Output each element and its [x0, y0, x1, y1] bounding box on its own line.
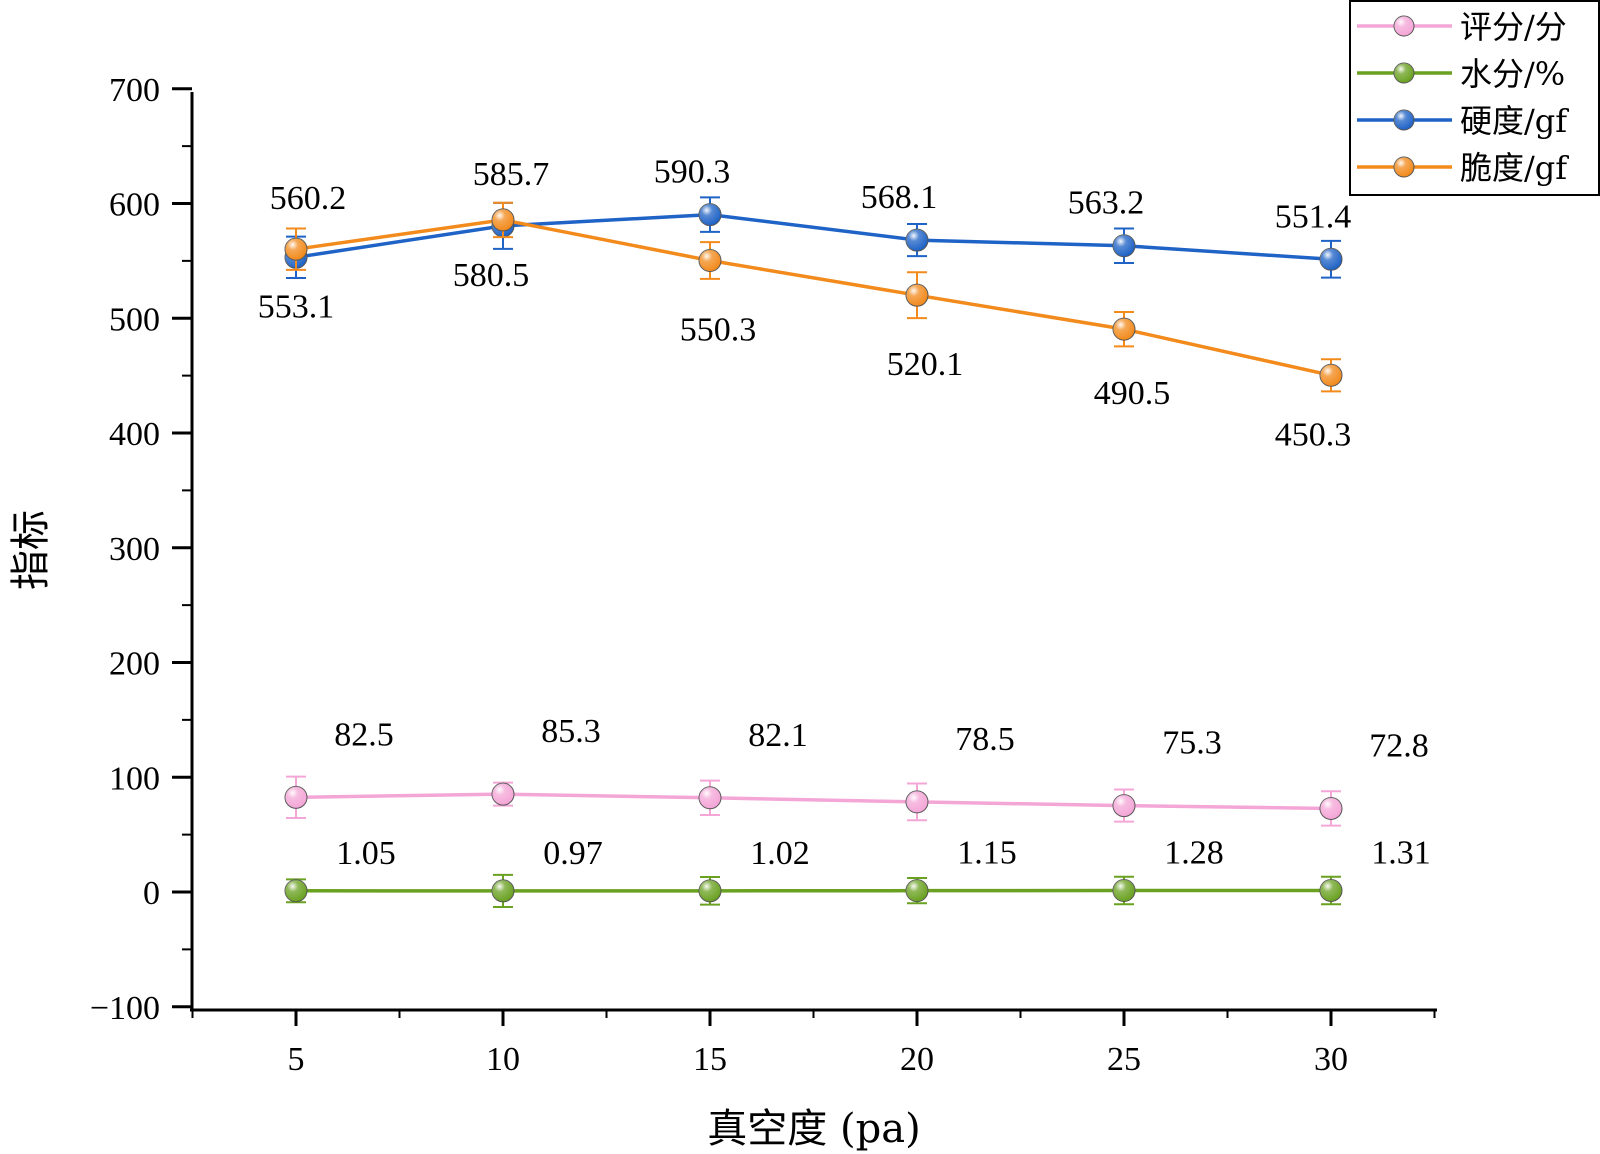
- data-label: 520.1: [887, 346, 964, 383]
- data-labels: 82.5 85.3 82.1 78.5 75.3 72.8 1.05 0.97 1.02 1.15…: [258, 154, 1431, 872]
- legend-entry: 评分/分: [1357, 8, 1567, 46]
- data-label: 563.2: [1068, 185, 1145, 222]
- data-point-shine: [285, 786, 307, 809]
- legend-entry: 水分/%: [1357, 55, 1565, 93]
- data-point-shine: [1113, 879, 1135, 902]
- data-label: 580.5: [453, 257, 530, 294]
- data-label: 1.31: [1371, 834, 1431, 871]
- data-point-shine: [492, 208, 514, 231]
- series-2: [284, 196, 1343, 279]
- series-line: [295, 218, 1332, 377]
- data-point-shine: [1320, 879, 1342, 902]
- series-line: [295, 212, 1332, 262]
- data-point-shine: [1320, 248, 1342, 271]
- y-tick-label: 0: [143, 875, 160, 912]
- legend-marker-shine: [1394, 110, 1414, 130]
- data-point-shine: [285, 238, 307, 261]
- y-tick-label: −100: [90, 990, 160, 1027]
- data-label: 75.3: [1162, 725, 1222, 762]
- data-label: 1.28: [1164, 835, 1224, 872]
- legend-marker-shine: [1394, 63, 1414, 83]
- data-point-shine: [492, 783, 514, 806]
- data-point-shine: [699, 879, 721, 902]
- data-point-shine: [906, 879, 928, 902]
- series-3: [284, 201, 1343, 393]
- data-label: 1.05: [336, 835, 396, 872]
- data-point-shine: [906, 284, 928, 307]
- data-label: 1.15: [957, 835, 1017, 872]
- data-label: 82.1: [748, 717, 808, 754]
- x-tick-label: 20: [900, 1041, 934, 1078]
- legend-marker-shine: [1394, 157, 1414, 177]
- data-point-shine: [906, 229, 928, 252]
- y-axis-ticks: −100 0 100 200 300 400 500 600 700: [90, 72, 192, 1027]
- x-tick-label: 15: [693, 1041, 727, 1078]
- data-point-shine: [492, 879, 514, 902]
- y-tick-label: 200: [109, 646, 160, 683]
- series-layer: [284, 196, 1343, 908]
- data-label: 72.8: [1369, 727, 1429, 764]
- data-label: 1.02: [750, 835, 810, 872]
- legend-label: 脆度/gf: [1460, 149, 1569, 187]
- data-label: 78.5: [955, 721, 1015, 758]
- y-axis-title: 指标: [8, 510, 54, 590]
- y-tick-label: 100: [109, 760, 160, 797]
- data-label: 560.2: [270, 180, 347, 217]
- y-tick-label: 500: [109, 301, 160, 338]
- data-point-shine: [699, 203, 721, 226]
- x-tick-label: 30: [1314, 1041, 1348, 1078]
- x-tick-label: 10: [486, 1041, 520, 1078]
- x-tick-label: 25: [1107, 1041, 1141, 1078]
- x-axis-ticks: 5 10 15 20 25 30: [191, 1010, 1436, 1078]
- data-label: 0.97: [543, 835, 603, 872]
- y-tick-label: 600: [109, 187, 160, 224]
- data-label: 450.3: [1275, 416, 1352, 453]
- legend-marker-shine: [1394, 16, 1414, 36]
- data-point-shine: [1113, 318, 1135, 341]
- legend-box: [1349, 0, 1600, 196]
- legend-entry: 脆度/gf: [1357, 149, 1569, 187]
- x-tick-label: 5: [288, 1041, 305, 1078]
- data-point-shine: [285, 879, 307, 902]
- series-line: [295, 792, 1332, 811]
- data-label: 553.1: [258, 288, 335, 325]
- legend-label: 水分/%: [1460, 55, 1565, 93]
- data-point-shine: [906, 790, 928, 813]
- data-label: 551.4: [1275, 198, 1352, 235]
- data-point-shine: [699, 786, 721, 809]
- data-label: 590.3: [654, 154, 731, 191]
- y-tick-label: 300: [109, 531, 160, 568]
- data-label: 585.7: [473, 156, 550, 193]
- data-point-shine: [699, 249, 721, 272]
- y-tick-label: 400: [109, 416, 160, 453]
- data-point-shine: [1320, 797, 1342, 820]
- legend: 评分/分水分/% 硬度/gf 脆度/gf: [1349, 0, 1600, 196]
- data-label: 85.3: [541, 713, 601, 750]
- legend-label: 硬度/gf: [1460, 102, 1569, 140]
- series-1: [284, 873, 1343, 908]
- series-0: [284, 775, 1343, 827]
- data-point-shine: [1113, 794, 1135, 817]
- data-label: 568.1: [861, 179, 938, 216]
- y-tick-label: 700: [109, 72, 160, 109]
- legend-label: 评分/分: [1460, 8, 1567, 46]
- data-point-shine: [1320, 364, 1342, 387]
- data-label: 550.3: [680, 312, 757, 349]
- data-label: 490.5: [1094, 375, 1171, 412]
- data-label: 82.5: [334, 716, 394, 753]
- legend-entry: 硬度/gf: [1357, 102, 1569, 140]
- data-point-shine: [1113, 234, 1135, 257]
- x-axis-title: 真空度 (pa): [707, 1106, 920, 1152]
